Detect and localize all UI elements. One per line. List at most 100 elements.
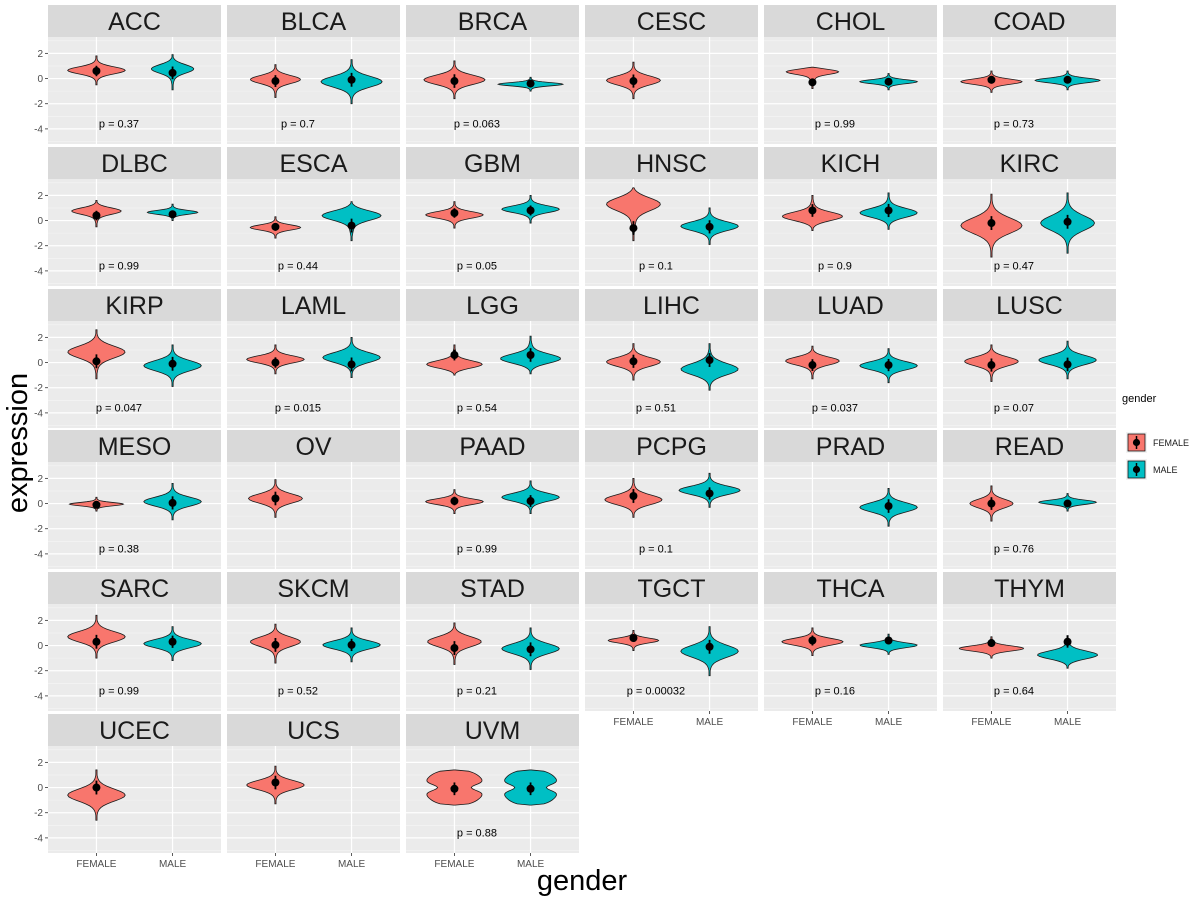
p-value-dlbc: p = 0.99	[99, 261, 139, 273]
strip-coad	[943, 5, 1116, 37]
mean-point-tgct-male	[705, 642, 714, 651]
mean-point-ov-female	[271, 494, 280, 503]
strip-label-dlbc: DLBC	[101, 150, 168, 178]
mean-point-dlbc-male	[168, 210, 177, 219]
y-tick-label: 0	[37, 783, 43, 794]
mean-point-thca-female	[808, 636, 817, 645]
strip-pcpg	[585, 430, 758, 462]
mean-point-kirc-female	[987, 219, 996, 228]
p-value-uvm: p = 0.88	[457, 828, 497, 840]
strip-label-read: READ	[995, 433, 1064, 461]
panel-background-luad	[764, 321, 937, 428]
panel-background-dlbc	[48, 179, 221, 286]
mean-point-read-male	[1063, 499, 1072, 508]
p-value-skcm: p = 0.52	[278, 686, 318, 698]
mean-point-hnsc-male	[705, 222, 714, 231]
strip-acc	[48, 5, 221, 37]
panel-background-acc	[48, 37, 221, 144]
strip-cesc	[585, 5, 758, 37]
mean-point-skcm-male	[347, 640, 356, 649]
strip-read	[943, 430, 1116, 462]
legend-label-female: FEMALE	[1153, 438, 1189, 448]
y-tick-label: -4	[34, 549, 43, 560]
mean-point-kich-female	[808, 206, 817, 215]
x-tick-label: FEMALE	[971, 717, 1011, 728]
strip-label-lihc: LIHC	[643, 292, 700, 320]
violin-hnsc-female	[606, 187, 661, 242]
strip-label-thca: THCA	[816, 575, 884, 603]
p-value-thym: p = 0.64	[994, 686, 1034, 698]
panel-background-stad	[406, 604, 579, 711]
x-tick-label: MALE	[1054, 717, 1082, 728]
y-tick-label: -2	[34, 524, 43, 535]
strip-label-acc: ACC	[108, 8, 161, 36]
p-value-chol: p = 0.99	[815, 119, 855, 131]
p-value-kirp: p = 0.047	[96, 403, 142, 415]
mean-point-brca-male	[526, 79, 535, 88]
p-value-paad: p = 0.99	[457, 544, 497, 556]
mean-point-chol-male	[884, 77, 893, 86]
y-tick-label: -2	[34, 808, 43, 819]
strip-lusc	[943, 289, 1116, 321]
panel-background-laml	[227, 321, 400, 428]
y-tick-label: -2	[34, 99, 43, 110]
strip-meso	[48, 430, 221, 462]
strip-blca	[227, 5, 400, 37]
strip-label-esca: ESCA	[279, 150, 347, 178]
panel-background-pcpg	[585, 462, 758, 569]
mean-point-lihc-female	[629, 357, 638, 366]
x-tick-label: FEMALE	[76, 859, 116, 870]
strip-label-blca: BLCA	[281, 8, 347, 36]
x-tick-label: MALE	[159, 859, 187, 870]
panel-background-kirp	[48, 321, 221, 428]
strip-luad	[764, 289, 937, 321]
x-tick-label: MALE	[875, 717, 903, 728]
p-value-lihc: p = 0.51	[636, 403, 676, 415]
strip-label-paad: PAAD	[459, 433, 525, 461]
y-tick-label: 2	[37, 474, 43, 485]
strip-laml	[227, 289, 400, 321]
strip-label-hnsc: HNSC	[636, 150, 707, 178]
violin-laml-male	[322, 336, 381, 379]
x-tick-label: FEMALE	[792, 717, 832, 728]
strip-ov	[227, 430, 400, 462]
p-value-pcpg: p = 0.1	[639, 544, 673, 556]
p-value-blca: p = 0.7	[281, 119, 315, 131]
strip-label-ucs: UCS	[287, 717, 340, 745]
x-tick-label: MALE	[338, 859, 366, 870]
x-tick-label: MALE	[696, 717, 724, 728]
p-value-read: p = 0.76	[994, 544, 1034, 556]
y-tick-label: 0	[37, 499, 43, 510]
violin-thym-female	[958, 636, 1025, 659]
panel-background-sarc	[48, 604, 221, 711]
violin-chol-female	[785, 66, 840, 90]
mean-point-laml-male	[347, 360, 356, 369]
strip-label-kich: KICH	[821, 150, 881, 178]
strip-esca	[227, 147, 400, 179]
y-tick-label: -2	[34, 383, 43, 394]
p-value-brca: p = 0.063	[454, 119, 500, 131]
mean-point-stad-female	[450, 644, 459, 653]
strip-kirc	[943, 147, 1116, 179]
strip-label-luad: LUAD	[817, 292, 884, 320]
legend-label-male: MALE	[1153, 465, 1178, 475]
mean-point-ucs-female	[271, 778, 280, 787]
strip-label-coad: COAD	[993, 8, 1065, 36]
strip-thym	[943, 572, 1116, 604]
strip-label-kirp: KIRP	[105, 292, 163, 320]
panel-background-esca	[227, 179, 400, 286]
p-value-gbm: p = 0.05	[457, 261, 497, 273]
mean-point-read-female	[987, 499, 996, 508]
mean-point-paad-male	[526, 497, 535, 506]
strip-label-pcpg: PCPG	[636, 433, 707, 461]
mean-point-acc-female	[92, 66, 101, 75]
violin-lihc-male	[680, 343, 739, 391]
panel-background-thca	[764, 604, 937, 711]
panel-background-lgg	[406, 321, 579, 428]
strip-stad	[406, 572, 579, 604]
mean-point-gbm-female	[450, 208, 459, 217]
mean-point-lgg-male	[526, 350, 535, 359]
p-value-laml: p = 0.015	[275, 403, 321, 415]
mean-point-uvm-male	[526, 784, 535, 793]
